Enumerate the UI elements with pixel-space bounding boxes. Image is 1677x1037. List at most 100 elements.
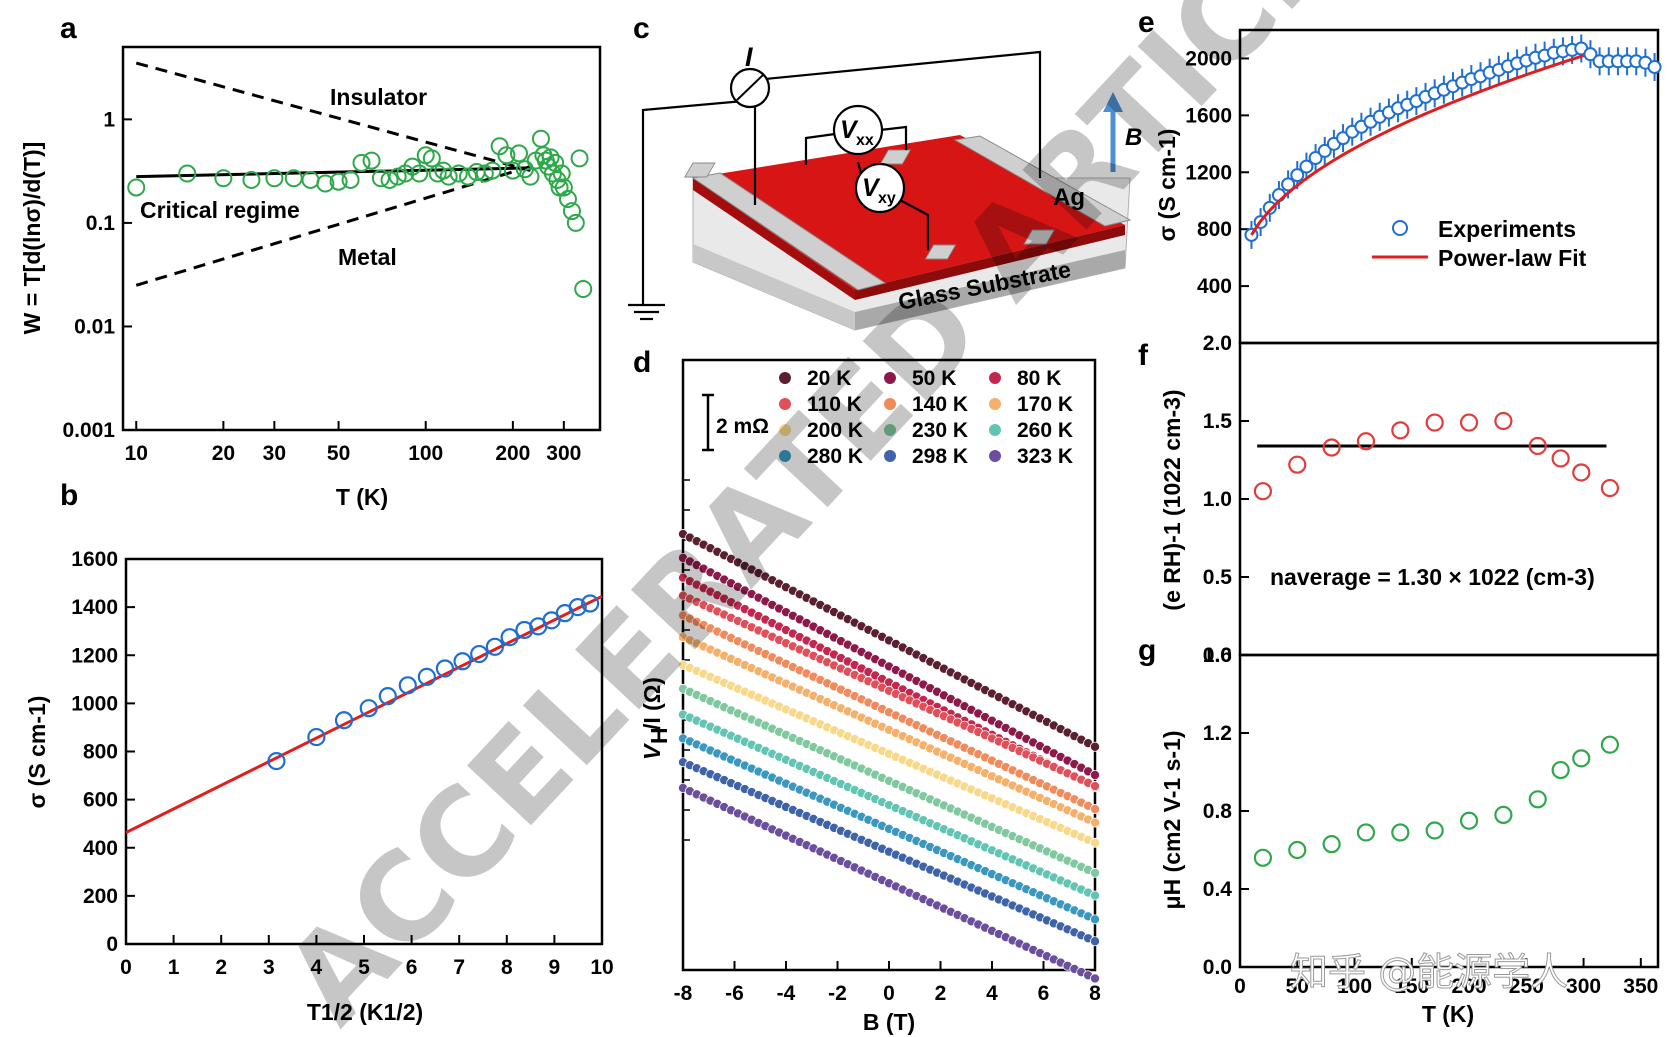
e-data-point	[1281, 177, 1296, 192]
b-data-point	[334, 711, 354, 730]
g-data-point	[1551, 760, 1570, 780]
d-data-point	[1090, 973, 1101, 984]
b-ytick-label: 0	[106, 933, 118, 956]
metal-label: Metal	[338, 244, 397, 270]
b-xtick-label: 5	[358, 956, 370, 979]
d-data-point	[1090, 817, 1101, 828]
b-xtick-label: 2	[215, 956, 227, 979]
a-xtick-label: 200	[495, 442, 530, 465]
b-data-point	[398, 676, 417, 695]
a-data-point	[127, 178, 146, 197]
e-ytick-label: 2000	[1185, 47, 1232, 70]
a-data-point	[388, 167, 407, 186]
legend-experiments: Experiments	[1438, 216, 1576, 242]
panel-g: 0 50 100 150 200 250 300 350 0.0 0.4 0.8 1.2 1.6 T (…	[1159, 644, 1660, 1027]
b-ytick-label: 1200	[71, 644, 118, 667]
d-xtick-label: 0	[883, 982, 895, 1005]
d-legend-marker	[884, 398, 896, 410]
d-legend-label: 170 K	[1017, 393, 1073, 416]
d-data-point	[1090, 781, 1101, 792]
b-data-point	[485, 637, 504, 656]
g-data-point	[1494, 805, 1513, 825]
d-legend-marker	[779, 450, 791, 462]
f-data-point	[1572, 463, 1591, 482]
b-xtick-label: 10	[590, 956, 613, 979]
panel-f-ylabel: (e RH)-1 (1022 cm-3)	[1159, 389, 1185, 610]
panel-d-ylabel-main: V	[639, 743, 665, 760]
d-legend-marker	[989, 398, 1001, 410]
panel-e: 400 800 1200 1600 2000 Experiments Power-law…	[1154, 28, 1662, 345]
d-legend-label: 20 K	[807, 367, 851, 390]
g-data-point	[1572, 749, 1591, 768]
a-data-point	[483, 161, 502, 180]
b-data-point	[515, 620, 534, 640]
ground-wire	[641, 98, 756, 305]
a-data-point	[574, 280, 593, 299]
a-data-point	[242, 170, 261, 189]
g-data-point	[1322, 835, 1341, 854]
panel-a-ylabel: W = T[d(lnσ)/d(T)]	[19, 142, 45, 335]
metal-boundary-line	[135, 165, 531, 287]
e-data-point	[1647, 59, 1662, 74]
d-legend-marker	[989, 424, 1001, 436]
d-xtick-label: -6	[725, 982, 744, 1005]
power-law-fit-line	[1250, 54, 1585, 236]
d-legend-label: 50 K	[912, 367, 956, 390]
vxy-subscript: xy	[878, 190, 896, 207]
g-xtick-label: 200	[1452, 975, 1487, 998]
g-data-point	[1288, 840, 1307, 860]
ammeter-needle	[736, 73, 765, 101]
d-data-point	[1090, 914, 1101, 925]
f-data-point	[1600, 478, 1620, 498]
b-data-point	[417, 667, 436, 687]
panel-g-ylabel: μH (cm2 V-1 s-1)	[1159, 731, 1185, 910]
panel-b-ylabel: σ (S cm-1)	[24, 696, 50, 809]
f-data-point	[1356, 432, 1376, 451]
a-data-point	[380, 170, 399, 189]
f-data-point	[1528, 436, 1547, 456]
f-ytick-label: 0.0	[1203, 644, 1232, 667]
panel-g-xlabel: T (K)	[1422, 1001, 1474, 1027]
a-data-point	[562, 202, 581, 221]
panel-label-c: c	[633, 12, 650, 45]
b-data-point	[470, 644, 489, 664]
d-data-point	[1090, 769, 1101, 780]
b-ytick-label: 1400	[71, 596, 118, 619]
e-data-point	[1290, 168, 1305, 183]
panel-f: 0.0 0.5 1.0 1.5 2.0 naverage = 1.30 × 1022 (…	[1159, 332, 1660, 667]
a-data-point	[316, 174, 335, 193]
current-wire	[753, 50, 1042, 205]
a-xtick-label: 100	[408, 442, 443, 465]
panel-g-frame	[1238, 653, 1660, 969]
g-ytick-label: 0.0	[1203, 956, 1232, 979]
d-xtick-label: 8	[1089, 982, 1101, 1005]
g-xtick-label: 250	[1509, 975, 1544, 998]
d-data-point	[1090, 867, 1101, 878]
g-xtick-label: 50	[1286, 975, 1309, 998]
a-data-point	[301, 170, 320, 189]
b-xtick-label: 6	[406, 956, 418, 979]
a-data-point	[570, 149, 589, 168]
e-ytick-label: 1600	[1185, 104, 1232, 127]
d-legend-marker	[779, 372, 791, 384]
panel-e-ylabel: σ (S cm-1)	[1154, 129, 1180, 242]
b-xtick-label: 3	[263, 956, 275, 979]
a-data-point	[265, 169, 284, 188]
b-ytick-label: 800	[83, 741, 118, 764]
b-data-point	[500, 628, 519, 647]
vxx-meter-icon	[832, 104, 884, 156]
a-data-point	[329, 172, 348, 191]
d-xtick-label: 2	[935, 982, 947, 1005]
film-edge-front	[693, 178, 855, 300]
g-data-point	[1528, 790, 1547, 809]
a-ytick-label: 0.1	[86, 212, 116, 235]
a-ytick-label: 1	[103, 108, 115, 131]
d-xtick-label: -8	[674, 982, 693, 1005]
d-legend-label: 200 K	[807, 419, 863, 442]
e-ytick-label: 1200	[1185, 161, 1232, 184]
d-legend-marker	[884, 450, 896, 462]
e-data-point	[1336, 131, 1351, 146]
f-ytick-label: 2.0	[1203, 332, 1232, 355]
d-legend-label: 110 K	[807, 393, 862, 416]
